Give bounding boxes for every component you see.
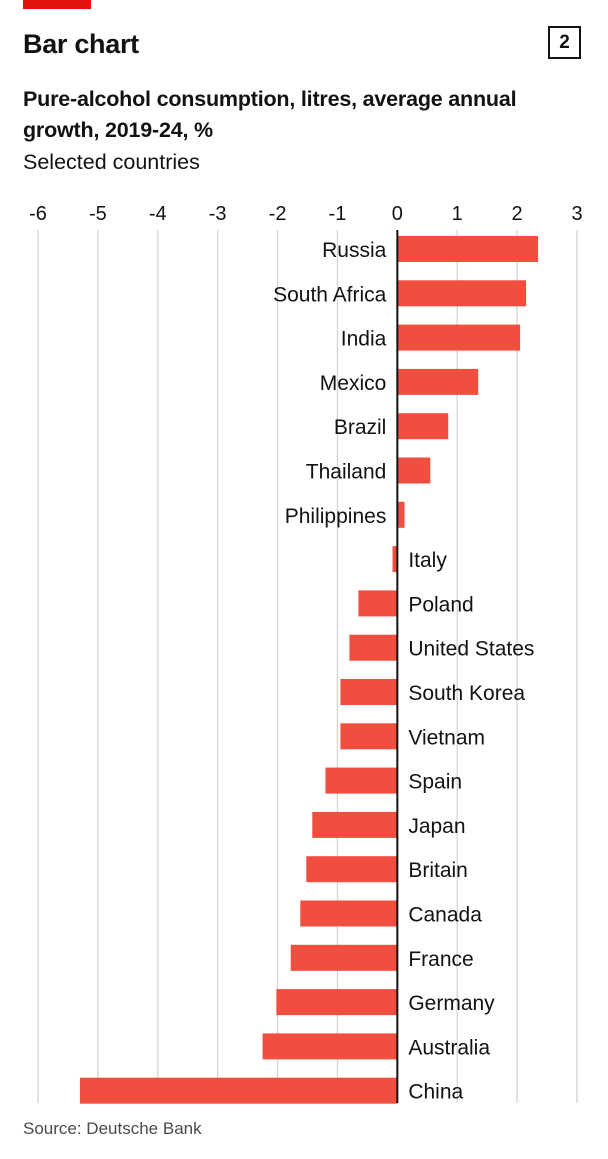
category-label: Russia bbox=[322, 239, 387, 262]
source-note: Source: Deutsche Bank bbox=[23, 1119, 202, 1138]
category-label: China bbox=[408, 1081, 463, 1104]
bar bbox=[397, 324, 521, 351]
category-label: Vietnam bbox=[408, 726, 485, 749]
category-label: Philippines bbox=[285, 505, 387, 528]
category-label: Japan bbox=[408, 815, 465, 838]
bar bbox=[340, 679, 398, 705]
x-tick-label: -6 bbox=[29, 203, 47, 225]
bar bbox=[312, 811, 398, 838]
x-tick-label: -3 bbox=[209, 203, 227, 225]
bar bbox=[262, 1033, 398, 1060]
bar bbox=[290, 944, 398, 971]
bar bbox=[397, 413, 449, 440]
category-label: Spain bbox=[408, 771, 462, 794]
chart-subtitle: Selected countries bbox=[23, 150, 200, 174]
bar bbox=[349, 634, 398, 661]
chart-title: Pure-alcohol consumption, litres, averag… bbox=[23, 87, 517, 142]
bar bbox=[79, 1077, 398, 1104]
category-label: United States bbox=[408, 638, 534, 661]
x-tick-label: -2 bbox=[269, 203, 287, 225]
x-tick-label: -4 bbox=[149, 203, 167, 225]
bar bbox=[397, 236, 539, 262]
bar bbox=[300, 900, 398, 927]
bar bbox=[358, 590, 398, 617]
category-label: India bbox=[341, 328, 387, 351]
category-label: Brazil bbox=[334, 416, 387, 439]
category-label: France bbox=[408, 948, 473, 971]
bar bbox=[325, 767, 398, 794]
x-tick-label: 0 bbox=[392, 203, 403, 225]
bar bbox=[397, 501, 405, 528]
chart-type-heading: Bar chart bbox=[23, 29, 139, 59]
x-tick-label: 2 bbox=[512, 203, 523, 225]
category-label: Poland bbox=[408, 593, 473, 616]
bar bbox=[340, 723, 398, 750]
category-label: South Korea bbox=[408, 682, 525, 705]
bar bbox=[276, 989, 398, 1016]
bar bbox=[306, 856, 398, 883]
chart-number-badge: 2 bbox=[548, 26, 581, 59]
category-label: Thailand bbox=[306, 461, 387, 484]
bar bbox=[397, 280, 527, 307]
x-tick-label: 3 bbox=[571, 203, 582, 225]
category-label: Mexico bbox=[320, 372, 387, 395]
x-tick-label: 1 bbox=[452, 203, 463, 225]
category-label: Australia bbox=[408, 1036, 490, 1059]
x-tick-label: -1 bbox=[329, 203, 347, 225]
bar bbox=[397, 457, 431, 484]
bar-chart: -6 -5 -4 -3 -2 -1 0 1 2 3 Russia South Africa India M… bbox=[29, 203, 583, 1104]
category-label: Italy bbox=[408, 549, 447, 572]
category-label: Germany bbox=[408, 992, 495, 1015]
category-label: Canada bbox=[408, 904, 482, 927]
brand-accent-bar bbox=[23, 0, 91, 9]
bar bbox=[392, 546, 398, 573]
bar bbox=[397, 368, 479, 395]
category-label: South Africa bbox=[273, 283, 387, 306]
category-label: Britain bbox=[408, 859, 468, 882]
x-tick-label: -5 bbox=[89, 203, 107, 225]
